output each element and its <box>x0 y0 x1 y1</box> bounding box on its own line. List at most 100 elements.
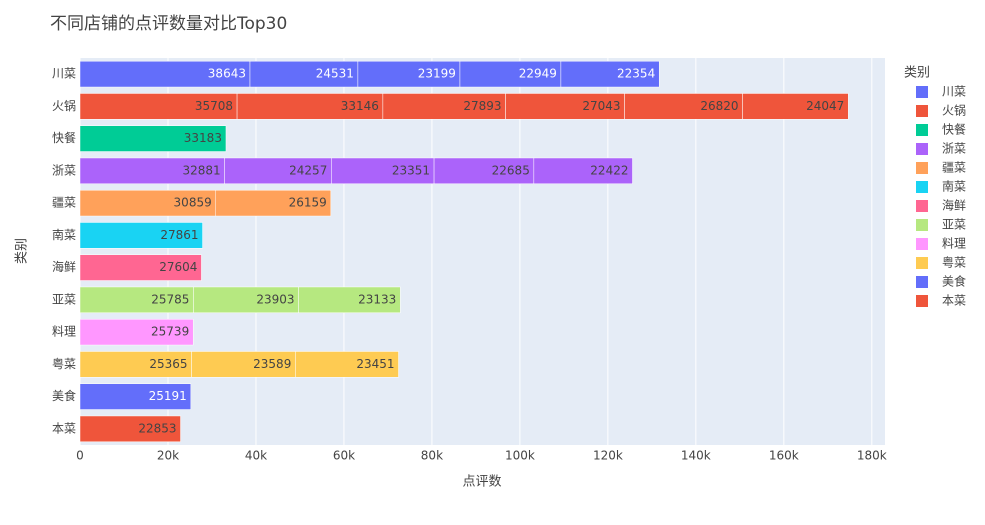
legend-label: 南菜 <box>942 179 966 194</box>
x-tick-label: 40k <box>245 449 267 463</box>
bar-segment <box>79 254 202 281</box>
data-label: 27893 <box>463 99 501 113</box>
y-tick-label: 快餐 <box>52 130 76 145</box>
x-axis-title: 点评数 <box>462 475 501 490</box>
y-tick-label: 亚菜 <box>52 292 76 306</box>
y-tick-label: 美食 <box>52 388 76 403</box>
y-tick-label: 粤菜 <box>52 356 76 371</box>
data-label: 23589 <box>253 357 291 371</box>
data-label: 22422 <box>590 163 628 177</box>
data-label: 26159 <box>289 196 327 210</box>
plot-area <box>80 58 885 445</box>
legend-swatch <box>916 295 928 307</box>
legend-swatch <box>916 86 928 98</box>
bar-segment <box>79 383 192 410</box>
y-tick-label: 浙菜 <box>52 163 76 177</box>
legend-label: 美食 <box>942 274 966 289</box>
y-tick-label: 火锅 <box>52 98 76 113</box>
x-tick-label: 100k <box>505 449 535 463</box>
chart-title: 不同店铺的点评数量对比Top30 <box>50 14 287 34</box>
bar-segment <box>79 286 194 314</box>
data-label: 24257 <box>289 163 327 177</box>
bar-segment <box>79 93 238 120</box>
data-label: 33183 <box>184 131 222 145</box>
legend-swatch <box>916 238 928 250</box>
x-tick-label: 140k <box>681 449 711 463</box>
y-axis-title: 类别 <box>15 238 30 264</box>
bar-segment <box>79 222 203 249</box>
data-label: 22853 <box>138 421 176 435</box>
legend-swatch <box>916 181 928 193</box>
legend-label: 粤菜 <box>942 255 966 270</box>
data-label: 25191 <box>149 389 187 403</box>
x-tick-label: 0 <box>76 449 84 463</box>
data-label: 23199 <box>418 67 456 81</box>
x-tick-label: 80k <box>421 449 443 463</box>
y-tick-label: 疆菜 <box>52 196 76 210</box>
legend-label: 本菜 <box>942 294 966 308</box>
legend-label: 快餐 <box>942 122 966 137</box>
data-label: 30859 <box>174 196 212 210</box>
bar-segment <box>560 60 660 88</box>
bar-segment <box>236 93 384 120</box>
legend-swatch <box>916 105 928 117</box>
legend-swatch <box>916 276 928 288</box>
x-tick-label: 160k <box>769 449 799 463</box>
data-label: 25785 <box>151 292 189 306</box>
data-label: 24047 <box>806 99 844 113</box>
data-label: 24531 <box>316 67 354 81</box>
legend-swatch <box>916 200 928 212</box>
bar-segment <box>298 286 401 314</box>
x-tick-label: 20k <box>157 449 179 463</box>
data-label: 33146 <box>341 99 379 113</box>
bar-segment <box>357 60 461 88</box>
y-tick-label: 南菜 <box>52 227 76 242</box>
bar-segment <box>331 157 435 185</box>
data-label: 27861 <box>160 228 198 242</box>
data-label: 27043 <box>582 99 620 113</box>
data-label: 22354 <box>617 67 655 81</box>
x-tick-label: 60k <box>333 449 355 463</box>
bar-segment <box>459 60 562 88</box>
legend-swatch <box>916 162 928 174</box>
y-tick-label: 海鲜 <box>52 259 76 274</box>
bar-segment <box>215 189 332 217</box>
data-label: 23451 <box>356 357 394 371</box>
legend-label: 亚菜 <box>942 218 966 232</box>
legend-label: 火锅 <box>942 103 966 118</box>
bar-segment <box>79 415 181 443</box>
data-label: 38643 <box>208 67 246 81</box>
legend-label: 海鲜 <box>942 198 966 213</box>
bar-segment <box>79 125 227 152</box>
bar-segment <box>79 318 194 346</box>
bar-segment <box>742 93 849 120</box>
legend-title: 类别 <box>904 66 930 81</box>
data-label: 23133 <box>358 292 396 306</box>
data-label: 35708 <box>195 99 233 113</box>
bar-segment <box>79 189 216 217</box>
bar-segment <box>249 60 359 88</box>
bar-segment <box>224 157 332 185</box>
x-tick-label: 120k <box>593 449 623 463</box>
data-label: 32881 <box>182 163 220 177</box>
x-tick-label: 180k <box>857 449 887 463</box>
legend-swatch <box>916 257 928 269</box>
legend-swatch <box>916 124 928 136</box>
data-label: 23351 <box>392 163 430 177</box>
bar-segment <box>295 351 399 378</box>
bar-segment <box>624 93 743 120</box>
bar-segment <box>79 351 192 378</box>
y-tick-label: 本菜 <box>52 421 76 435</box>
legend-label: 浙菜 <box>942 142 966 156</box>
bar-segment <box>505 93 625 120</box>
data-label: 25365 <box>149 357 187 371</box>
bar-segment <box>79 60 251 88</box>
data-label: 25739 <box>151 325 189 339</box>
data-label: 23903 <box>256 292 294 306</box>
y-tick-label: 川菜 <box>52 67 76 81</box>
data-label: 22685 <box>492 163 530 177</box>
legend-label: 疆菜 <box>942 161 966 175</box>
y-tick-label: 料理 <box>52 325 76 339</box>
bar-segment <box>433 157 535 185</box>
